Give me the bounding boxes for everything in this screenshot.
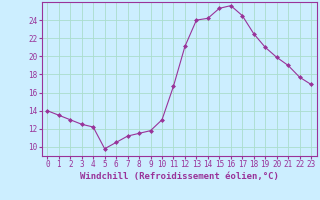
X-axis label: Windchill (Refroidissement éolien,°C): Windchill (Refroidissement éolien,°C) — [80, 172, 279, 181]
